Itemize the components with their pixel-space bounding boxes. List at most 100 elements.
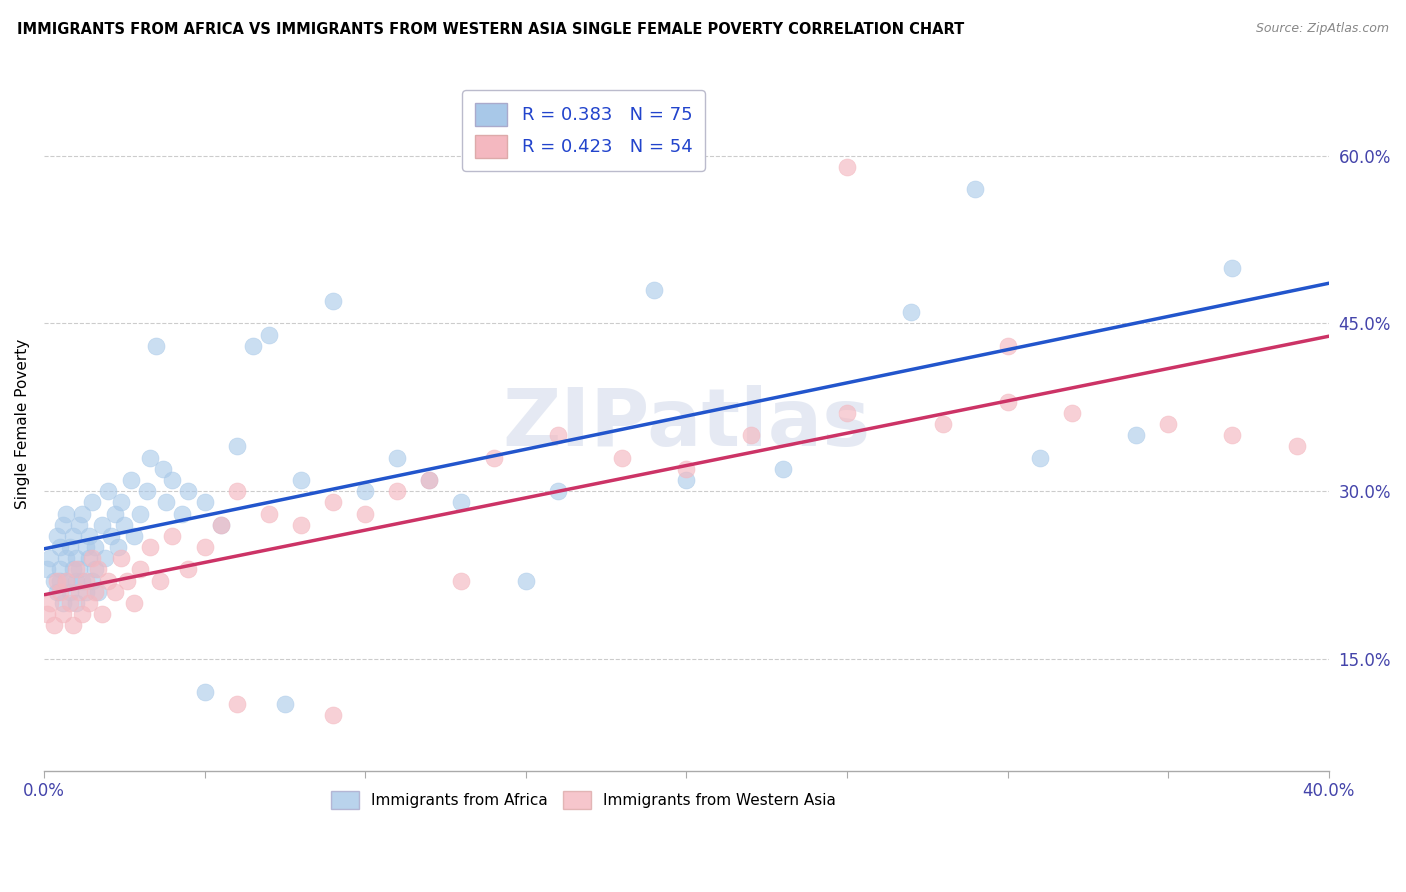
Point: [65, 562, 87, 576]
Point: [129, 562, 152, 576]
Point: [97, 484, 120, 499]
Point: [107, 540, 129, 554]
Point: [515, 574, 537, 588]
Point: [72, 574, 94, 588]
Point: [997, 339, 1019, 353]
Point: [322, 294, 344, 309]
Point: [55, 574, 77, 588]
Point: [225, 697, 247, 711]
Point: [87, 562, 110, 576]
Point: [274, 697, 297, 711]
Point: [610, 450, 633, 465]
Point: [139, 450, 162, 465]
Point: [58, 596, 80, 610]
Point: [387, 484, 409, 499]
Point: [84, 562, 107, 576]
Point: [55, 507, 77, 521]
Point: [90, 607, 112, 622]
Point: [1222, 428, 1244, 442]
Point: [77, 529, 100, 543]
Point: [155, 495, 177, 509]
Point: [100, 529, 122, 543]
Point: [418, 473, 440, 487]
Point: [225, 484, 247, 499]
Point: [135, 484, 157, 499]
Point: [72, 507, 94, 521]
Point: [322, 707, 344, 722]
Point: [55, 574, 77, 588]
Point: [177, 562, 200, 576]
Point: [112, 517, 135, 532]
Point: [45, 584, 67, 599]
Point: [49, 562, 72, 576]
Point: [1285, 439, 1308, 453]
Point: [145, 339, 167, 353]
Point: [65, 574, 87, 588]
Point: [49, 584, 72, 599]
Point: [354, 507, 377, 521]
Point: [387, 450, 409, 465]
Point: [110, 551, 132, 566]
Point: [290, 473, 312, 487]
Point: [65, 596, 87, 610]
Point: [110, 495, 132, 509]
Point: [120, 473, 142, 487]
Point: [193, 495, 215, 509]
Point: [103, 507, 125, 521]
Point: [643, 283, 665, 297]
Point: [418, 473, 440, 487]
Point: [80, 574, 103, 588]
Y-axis label: Single Female Poverty: Single Female Poverty: [15, 339, 30, 509]
Point: [65, 551, 87, 566]
Point: [58, 540, 80, 554]
Point: [242, 339, 264, 353]
Point: [193, 540, 215, 554]
Point: [1125, 428, 1147, 442]
Point: [39, 596, 62, 610]
Point: [170, 507, 193, 521]
Point: [90, 517, 112, 532]
Point: [148, 574, 170, 588]
Point: [450, 495, 472, 509]
Point: [84, 584, 107, 599]
Point: [675, 462, 697, 476]
Point: [122, 596, 145, 610]
Point: [932, 417, 955, 431]
Point: [193, 685, 215, 699]
Point: [84, 540, 107, 554]
Point: [162, 473, 184, 487]
Point: [450, 574, 472, 588]
Point: [87, 584, 110, 599]
Point: [52, 596, 75, 610]
Point: [1157, 417, 1180, 431]
Point: [52, 517, 75, 532]
Point: [1028, 450, 1050, 465]
Point: [129, 507, 152, 521]
Point: [94, 551, 117, 566]
Point: [675, 473, 697, 487]
Point: [67, 517, 90, 532]
Text: Source: ZipAtlas.com: Source: ZipAtlas.com: [1256, 22, 1389, 36]
Point: [122, 529, 145, 543]
Point: [482, 450, 505, 465]
Point: [965, 182, 987, 196]
Point: [62, 618, 84, 632]
Point: [37, 607, 59, 622]
Point: [75, 540, 97, 554]
Point: [37, 562, 59, 576]
Point: [97, 574, 120, 588]
Point: [740, 428, 762, 442]
Point: [45, 574, 67, 588]
Point: [75, 584, 97, 599]
Point: [72, 607, 94, 622]
Point: [67, 584, 90, 599]
Point: [547, 484, 569, 499]
Point: [209, 517, 232, 532]
Point: [42, 618, 65, 632]
Point: [117, 574, 139, 588]
Point: [152, 462, 174, 476]
Point: [80, 495, 103, 509]
Point: [49, 574, 72, 588]
Point: [52, 607, 75, 622]
Point: [49, 540, 72, 554]
